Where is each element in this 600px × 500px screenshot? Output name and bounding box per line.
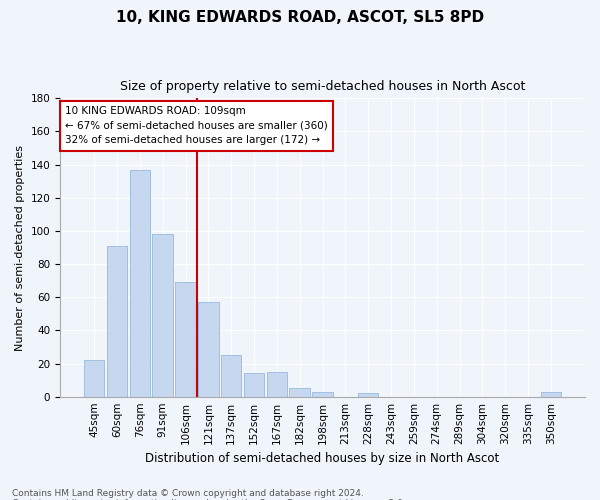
Bar xyxy=(541,392,561,396)
Bar xyxy=(244,374,264,396)
Text: 10 KING EDWARDS ROAD: 109sqm
← 67% of semi-detached houses are smaller (360)
32%: 10 KING EDWARDS ROAD: 109sqm ← 67% of se… xyxy=(65,106,328,146)
Bar xyxy=(289,388,310,396)
Bar xyxy=(221,355,241,397)
Bar xyxy=(84,360,104,397)
Bar xyxy=(130,170,150,396)
Bar xyxy=(358,394,379,396)
Bar xyxy=(107,246,127,396)
Bar xyxy=(198,302,218,396)
X-axis label: Distribution of semi-detached houses by size in North Ascot: Distribution of semi-detached houses by … xyxy=(145,452,500,465)
Y-axis label: Number of semi-detached properties: Number of semi-detached properties xyxy=(15,144,25,350)
Bar xyxy=(152,234,173,396)
Text: Contains public sector information licensed under the Open Government Licence v3: Contains public sector information licen… xyxy=(12,498,406,500)
Text: 10, KING EDWARDS ROAD, ASCOT, SL5 8PD: 10, KING EDWARDS ROAD, ASCOT, SL5 8PD xyxy=(116,10,484,25)
Bar xyxy=(175,282,196,397)
Bar xyxy=(266,372,287,396)
Bar xyxy=(312,392,333,396)
Title: Size of property relative to semi-detached houses in North Ascot: Size of property relative to semi-detach… xyxy=(120,80,525,93)
Text: Contains HM Land Registry data © Crown copyright and database right 2024.: Contains HM Land Registry data © Crown c… xyxy=(12,488,364,498)
